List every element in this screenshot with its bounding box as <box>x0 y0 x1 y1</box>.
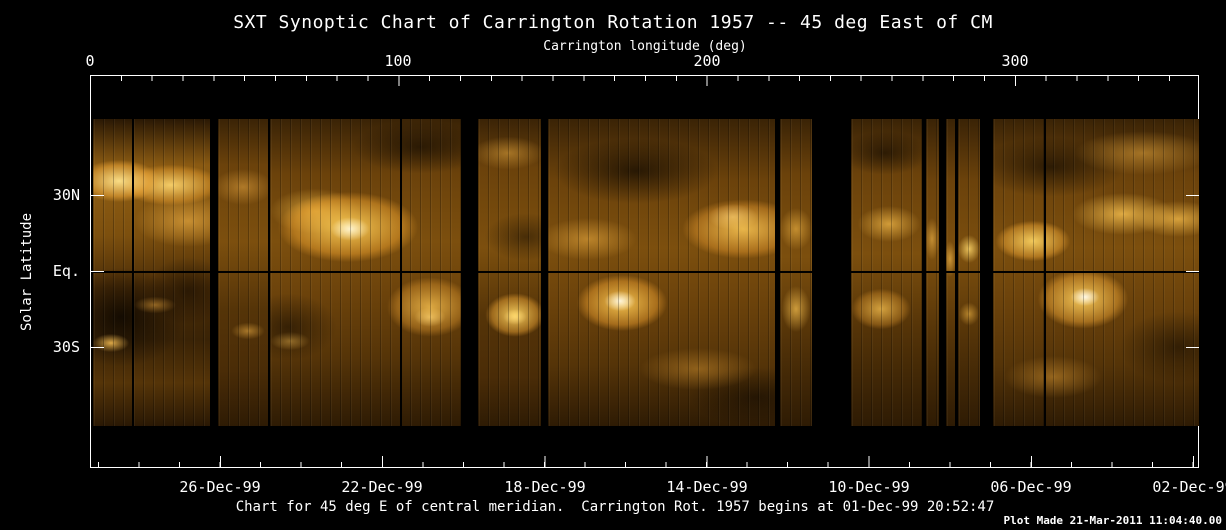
chart-title: SXT Synoptic Chart of Carrington Rotatio… <box>233 12 993 33</box>
top-axis-label: Carrington longitude (deg) <box>543 39 747 54</box>
date-tick-label-2: 18-Dec-99 <box>504 478 586 496</box>
date-tick-label-1: 22-Dec-99 <box>341 478 423 496</box>
date-tick-label-6: 02-Dec-99 <box>1152 478 1226 496</box>
bottom-major-ticks <box>220 456 1195 468</box>
left-tick-eq <box>91 271 104 272</box>
top-tick-label-300: 300 <box>1001 52 1029 70</box>
lat-tick-label-30n: 30N <box>52 186 80 204</box>
date-tick-label-3: 14-Dec-99 <box>666 478 748 496</box>
date-tick-label-5: 06-Dec-99 <box>990 478 1072 496</box>
left-tick-30n <box>91 195 104 196</box>
top-major-ticks <box>90 76 1199 86</box>
lat-tick-label-eq: Eq. <box>52 262 80 280</box>
equator-line <box>93 271 1199 273</box>
date-tick-label-4: 10-Dec-99 <box>828 478 910 496</box>
plot-stamp: Plot Made 21-Mar-2011 11:04:40.00 <box>1003 514 1222 527</box>
right-tick-eq <box>1186 271 1199 272</box>
chart-caption: Chart for 45 deg E of central meridian. … <box>235 499 995 515</box>
left-tick-30s <box>91 347 104 348</box>
right-tick-30s <box>1186 347 1199 348</box>
lat-tick-label-30s: 30S <box>52 338 80 356</box>
top-tick-label-200: 200 <box>693 52 721 70</box>
date-tick-label-0: 26-Dec-99 <box>179 478 261 496</box>
synoptic-image <box>93 119 1199 426</box>
top-tick-label-0: 0 <box>85 52 95 70</box>
right-tick-30n <box>1186 195 1199 196</box>
top-tick-label-100: 100 <box>384 52 412 70</box>
